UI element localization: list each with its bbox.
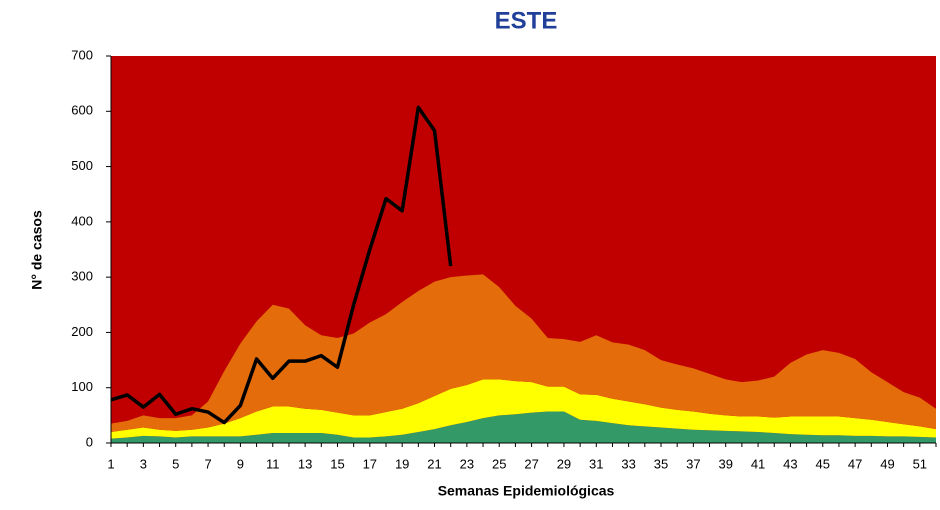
x-tick-label: 31 <box>589 456 603 471</box>
y-tick-label: 700 <box>71 47 93 62</box>
y-tick-label: 100 <box>71 379 93 394</box>
y-axis-title: N° de casos <box>29 210 45 290</box>
x-tick-label: 19 <box>395 456 409 471</box>
x-tick-label: 49 <box>880 456 894 471</box>
y-tick-label: 500 <box>71 158 93 173</box>
area <box>111 379 936 439</box>
area <box>111 274 936 432</box>
x-tick-label: 5 <box>172 456 179 471</box>
y-tick-label: 200 <box>71 324 93 339</box>
x-tick-label: 11 <box>266 456 280 471</box>
x-tick-label: 15 <box>330 456 344 471</box>
chart-title: ESTE <box>495 7 558 34</box>
x-tick-label: 27 <box>524 456 538 471</box>
x-tick-label: 35 <box>654 456 668 471</box>
x-tick-label: 39 <box>718 456 732 471</box>
x-axis-title: Semanas Epidemiológicas <box>438 483 615 499</box>
x-tick-label: 3 <box>140 456 147 471</box>
y-tick-label: 400 <box>71 213 93 228</box>
x-tick-label: 47 <box>848 456 862 471</box>
x-tick-label: 45 <box>816 456 830 471</box>
x-tick-label: 21 <box>427 456 441 471</box>
line <box>110 105 453 425</box>
x-tick-label: 9 <box>237 456 244 471</box>
y-tick-label: 600 <box>71 103 93 118</box>
x-tick-label: 51 <box>913 456 927 471</box>
x-tick-label: 29 <box>557 456 571 471</box>
y-tick-label: 0 <box>86 434 93 449</box>
x-tick-label: 37 <box>686 456 700 471</box>
x-tick-label: 7 <box>204 456 211 471</box>
x-tick-label: 1 <box>107 456 114 471</box>
x-tick-label: 43 <box>783 456 797 471</box>
y-tick-label: 300 <box>71 269 93 284</box>
x-tick-label: 33 <box>621 456 635 471</box>
x-tick-label: 13 <box>298 456 312 471</box>
x-tick-label: 17 <box>363 456 377 471</box>
x-tick-label: 23 <box>460 456 474 471</box>
area <box>111 411 936 443</box>
x-tick-label: 41 <box>751 456 765 471</box>
x-tick-label: 25 <box>492 456 506 471</box>
